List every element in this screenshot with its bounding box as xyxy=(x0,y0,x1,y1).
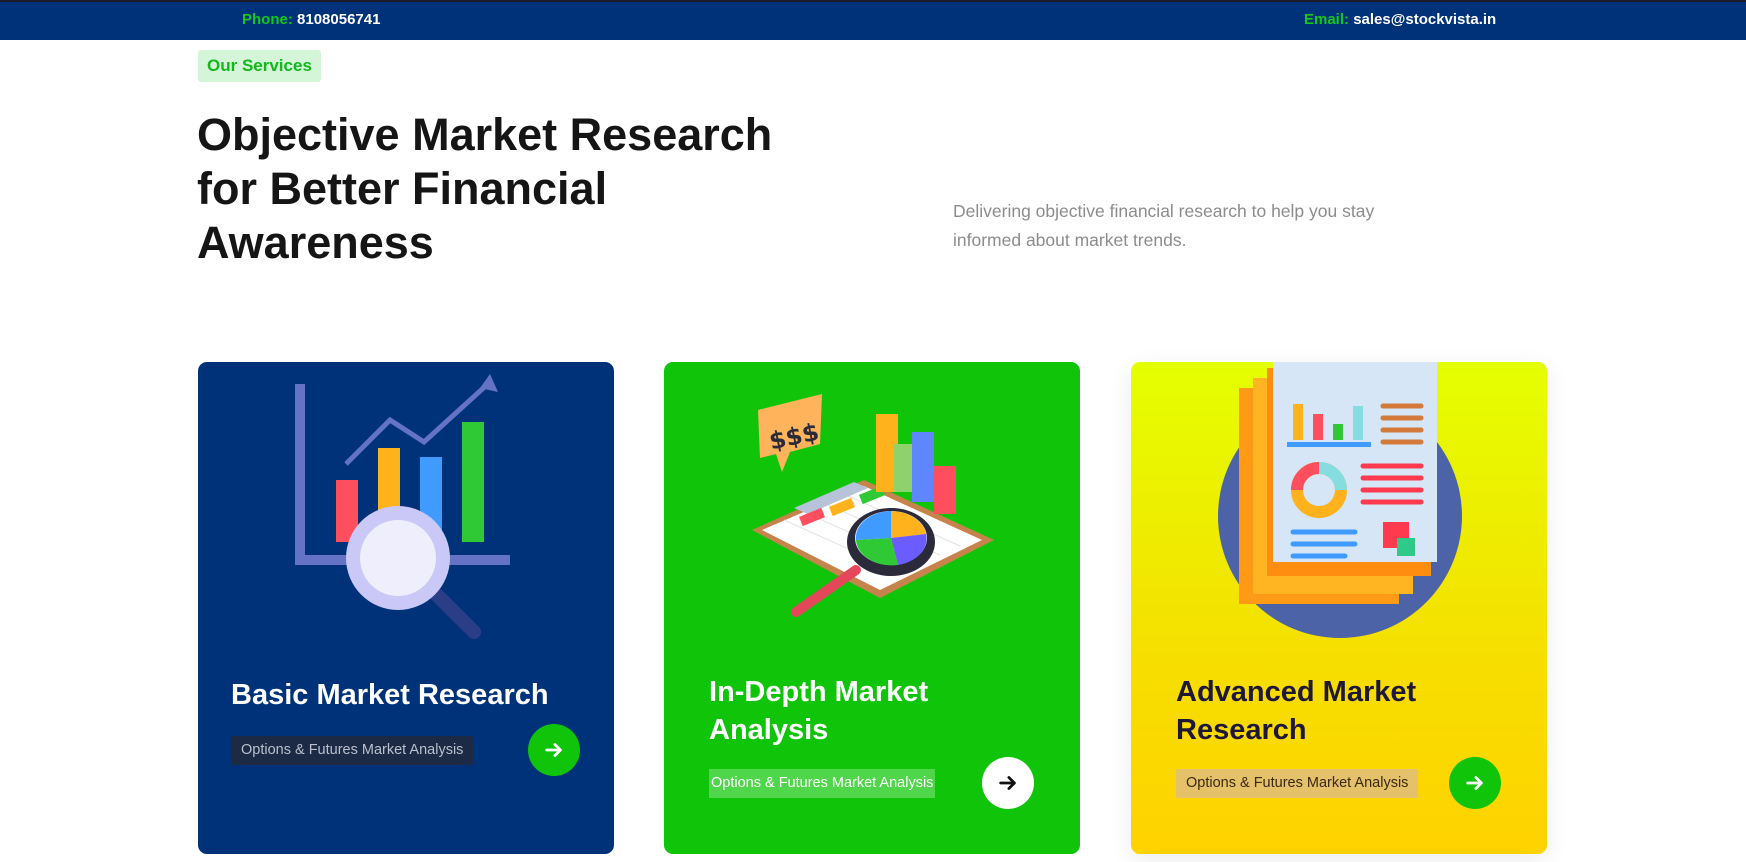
report-document-illustration xyxy=(1218,362,1462,638)
arrow-right-icon xyxy=(545,743,562,757)
card-title: Basic Market Research xyxy=(231,679,549,711)
card-tag: Options & Futures Market Analysis xyxy=(1176,769,1419,798)
arrow-right-button[interactable] xyxy=(982,757,1034,809)
card-title: Advanced Market Research xyxy=(1176,676,1417,746)
service-card-advanced[interactable]: Advanced Market Research Options & Futur… xyxy=(1131,362,1547,854)
phone-number[interactable]: 8108056741 xyxy=(297,11,381,28)
arrow-right-icon xyxy=(1466,776,1483,790)
clipboard-charts-illustration: $$$ xyxy=(752,394,994,617)
card-tag: Options & Futures Market Analysis xyxy=(709,769,936,798)
arrow-right-button[interactable] xyxy=(1449,757,1501,809)
phone-label: Phone: xyxy=(242,11,293,28)
card-title: In-Depth Market Analysis xyxy=(709,676,929,746)
service-card-in-depth[interactable]: $$$ In-Depth Market Analysis Options & F… xyxy=(664,362,1080,854)
service-card-basic[interactable]: Basic Market Research Options & Futures … xyxy=(198,362,614,854)
email-label: Email: xyxy=(1304,11,1350,28)
top-contact-bar: Phone: 8108056741 Email: sales@stockvist… xyxy=(0,0,1746,40)
email-address[interactable]: sales@stockvista.in xyxy=(1353,11,1497,28)
analytics-magnifier-illustration xyxy=(295,374,510,639)
section-description: Delivering objective financial research … xyxy=(953,201,1375,250)
arrow-right-icon xyxy=(999,776,1016,790)
phone-contact[interactable]: Phone: 8108056741 xyxy=(242,11,380,28)
card-tag: Options & Futures Market Analysis xyxy=(231,736,474,765)
email-contact[interactable]: Email: sales@stockvista.in xyxy=(1304,11,1496,28)
section-badge: Our Services xyxy=(198,50,321,82)
arrow-right-button[interactable] xyxy=(528,724,580,776)
section-heading: Objective Market Research for Better Fin… xyxy=(197,109,773,268)
